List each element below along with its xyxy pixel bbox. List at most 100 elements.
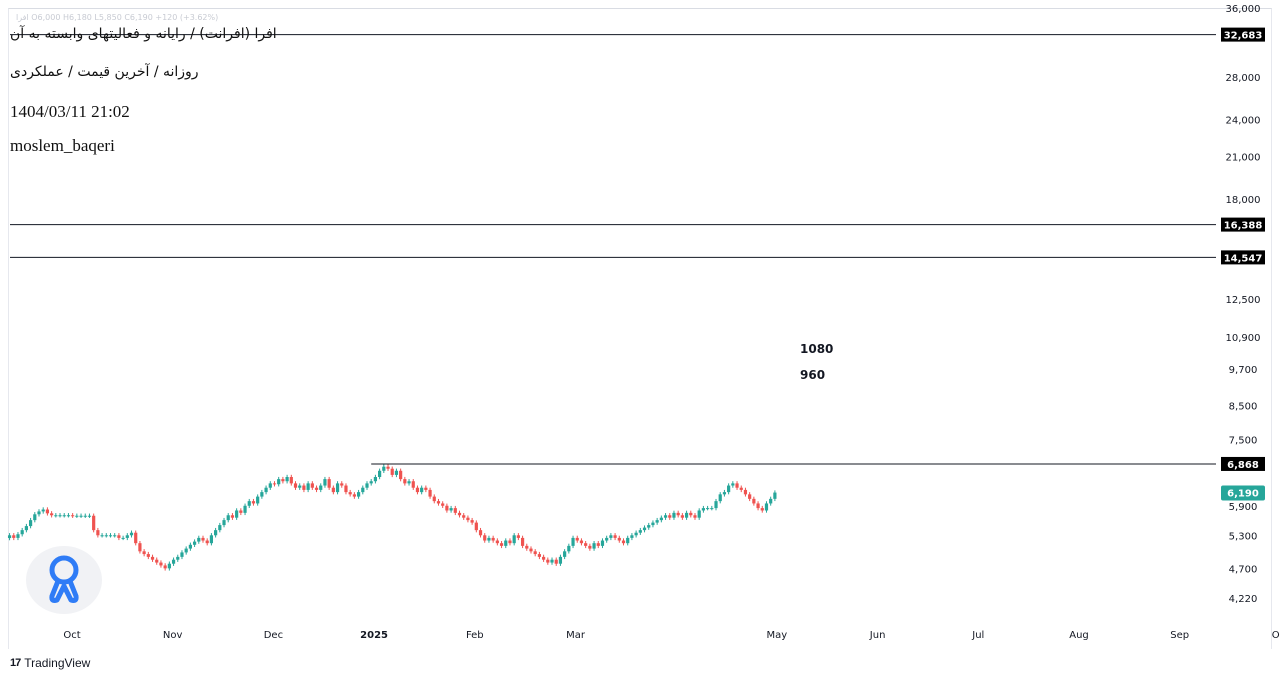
x-tick-label: 2025: [360, 630, 388, 641]
candle-body: [575, 537, 579, 541]
candle-body: [600, 540, 605, 546]
candle-body: [634, 532, 638, 536]
candle-body: [626, 537, 630, 544]
candle-body: [710, 508, 714, 510]
candle-body: [348, 492, 352, 495]
candle-body: [403, 479, 407, 484]
candle-body: [525, 545, 529, 549]
y-tick-label: 21,000: [1226, 152, 1261, 163]
candle-body: [176, 556, 180, 560]
candle-body: [117, 535, 121, 538]
brand-label: TradingView: [24, 656, 91, 670]
candle-body: [247, 501, 251, 506]
candle-body: [449, 508, 453, 511]
level-price-tag: [1221, 250, 1265, 265]
candle-body: [71, 515, 75, 517]
candle-body: [432, 496, 436, 502]
candle-body: [596, 543, 600, 546]
candle-body: [647, 525, 651, 528]
candle-body: [554, 559, 558, 564]
author-name: moslem_baqeri: [10, 136, 115, 155]
candle-body: [264, 487, 268, 493]
candle-body: [289, 477, 293, 484]
candle-body: [769, 498, 773, 504]
x-tick-label: Dec: [264, 630, 283, 641]
candle-body: [96, 530, 100, 536]
tradingview-brand[interactable]: 17 TradingView: [10, 656, 90, 670]
candle-body: [386, 466, 390, 469]
candle-body: [478, 530, 483, 536]
chart-subtitle: روزانه / آخرین قیمت / عملکردی: [10, 64, 199, 80]
candle-body: [243, 505, 247, 513]
candle-body: [420, 487, 424, 493]
candle-body: [87, 515, 92, 517]
candle-body: [302, 485, 306, 490]
candle-body: [319, 485, 323, 490]
y-tick-label: 5,300: [1229, 531, 1258, 542]
candle-body: [680, 515, 684, 518]
candle-body: [327, 479, 331, 488]
author-logo-icon: [26, 546, 102, 614]
y-tick-label: 10,900: [1226, 333, 1261, 344]
candle-body: [335, 483, 340, 493]
candle-body: [142, 551, 146, 555]
candle-body: [323, 479, 327, 486]
candle-body: [390, 468, 394, 475]
x-tick-label: May: [767, 630, 788, 641]
y-tick-label: 18,000: [1226, 195, 1261, 206]
candle-body: [415, 487, 420, 493]
candle-body: [163, 565, 167, 569]
candle-body: [146, 554, 150, 557]
candle-body: [268, 483, 272, 488]
tradingview-logo-icon: 17: [10, 657, 21, 669]
candle-body: [188, 544, 192, 549]
candle-body: [748, 494, 752, 499]
candle-body: [693, 515, 697, 518]
candle-body: [16, 534, 20, 538]
candle-body: [668, 515, 672, 518]
candle-body: [235, 510, 239, 518]
candle-body: [722, 492, 727, 495]
candle-body: [550, 559, 554, 563]
candle-body: [663, 515, 668, 518]
candle-body: [655, 520, 659, 523]
candle-body: [672, 512, 676, 518]
candle-body: [58, 515, 62, 517]
x-tick-label: Sep: [1170, 630, 1189, 641]
candle-body: [108, 535, 113, 537]
candle-body: [470, 520, 474, 523]
candle-body: [125, 535, 129, 538]
candle-body: [605, 537, 609, 541]
candle-body: [684, 512, 689, 518]
chart-datetime: 1404/03/11 21:02: [10, 102, 130, 121]
candle-body: [588, 545, 592, 549]
candle-body: [689, 512, 693, 516]
candle-body: [285, 477, 289, 482]
y-tick-label: 8,500: [1229, 401, 1258, 412]
x-tick-label: Jul: [971, 630, 984, 641]
level-price-label: 14,547: [1224, 253, 1263, 264]
candle-body: [281, 479, 285, 482]
candle-body: [764, 503, 769, 511]
candle-body: [706, 508, 710, 510]
candle-body: [306, 483, 310, 490]
y-tick-label: 4,220: [1229, 594, 1258, 605]
candle-body: [529, 548, 533, 552]
candle-body: [167, 563, 171, 569]
candle-body: [222, 520, 226, 526]
candle-body: [33, 514, 37, 521]
candle-body: [92, 515, 96, 531]
candle-body: [731, 483, 735, 486]
candle-body: [277, 479, 281, 485]
candle-body: [184, 548, 188, 553]
candle-body: [272, 483, 277, 485]
candle-body: [697, 510, 701, 518]
candle-body: [298, 485, 302, 488]
candle-body: [483, 535, 487, 541]
candle-body: [155, 559, 159, 563]
candle-body: [659, 517, 663, 521]
candle-body: [701, 508, 706, 511]
candle-body: [773, 492, 777, 499]
candle-body: [41, 509, 45, 512]
